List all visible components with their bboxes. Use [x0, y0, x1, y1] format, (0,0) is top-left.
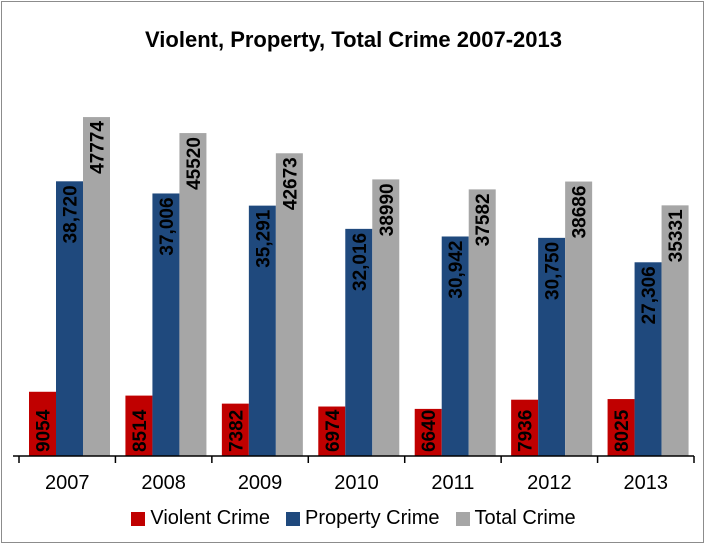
- data-label-property-crime-2013: 27,306: [639, 266, 660, 324]
- x-tick-label-2007: 2007: [45, 472, 90, 494]
- legend-label: Property Crime: [305, 507, 440, 529]
- bar-violent-crime-2007: [29, 391, 56, 456]
- data-label-total-crime-2009: 42673: [280, 157, 301, 210]
- bar-property-crime-2007: [56, 181, 83, 456]
- data-label-property-crime-2009: 35,291: [253, 209, 274, 268]
- data-label-total-crime-2012: 38686: [570, 186, 591, 239]
- data-label-violent-crime-2007: 9054: [34, 409, 55, 452]
- bar-violent-crime-2010: [318, 406, 346, 456]
- data-label-total-crime-2011: 37582: [473, 193, 494, 246]
- x-tick-label-2009: 2009: [238, 472, 283, 494]
- bar-violent-crime-2013: [607, 399, 635, 456]
- chart-title: Violent, Property, Total Crime 2007-2013: [145, 27, 562, 52]
- bar-total-crime-2009: [275, 153, 303, 456]
- bar-property-crime-2009: [248, 205, 276, 456]
- data-label-property-crime-2008: 37,006: [157, 197, 178, 255]
- bar-total-crime-2007: [83, 117, 110, 457]
- x-tick-label-2010: 2010: [334, 472, 379, 494]
- data-label-violent-crime-2013: 8025: [612, 409, 633, 452]
- data-label-total-crime-2010: 38990: [377, 183, 398, 236]
- bar-total-crime-2010: [372, 179, 400, 456]
- data-label-property-crime-2012: 30,750: [543, 242, 564, 300]
- bar-total-crime-2008: [179, 133, 207, 456]
- data-label-property-crime-2007: 38,720: [61, 185, 82, 243]
- legend-label: Total Crime: [474, 507, 576, 529]
- data-label-property-crime-2010: 32,016: [350, 233, 371, 291]
- data-label-violent-crime-2012: 7936: [516, 410, 537, 452]
- legend-swatch: [286, 511, 301, 526]
- legend: Violent Crime Property Crime Total Crime: [0, 507, 707, 530]
- legend-item-property-crime: Property Crime: [286, 507, 440, 530]
- bar-violent-crime-2011: [414, 408, 442, 456]
- legend-item-total-crime: Total Crime: [455, 507, 576, 530]
- data-label-violent-crime-2008: 8514: [130, 409, 151, 452]
- bar-property-crime-2013: [634, 262, 662, 456]
- bar-violent-crime-2008: [125, 395, 153, 456]
- data-label-violent-crime-2010: 6974: [323, 409, 344, 452]
- bar-total-crime-2013: [661, 205, 689, 456]
- bar-property-crime-2008: [152, 193, 180, 457]
- bar-property-crime-2010: [345, 228, 373, 456]
- data-label-total-crime-2008: 45520: [184, 137, 205, 190]
- bar-property-crime-2011: [441, 236, 469, 456]
- bar-violent-crime-2012: [511, 399, 539, 456]
- x-tick-label-2013: 2013: [624, 472, 669, 494]
- x-tick-label-2011: 2011: [431, 472, 474, 494]
- data-label-violent-crime-2009: 7382: [226, 410, 247, 452]
- x-tick-label-2008: 2008: [141, 472, 186, 494]
- legend-label: Violent Crime: [150, 507, 271, 529]
- data-label-total-crime-2007: 47774: [88, 121, 109, 174]
- data-label-total-crime-2013: 35331: [666, 209, 687, 262]
- legend-item-violent-crime: Violent Crime: [131, 507, 270, 530]
- data-label-property-crime-2011: 30,942: [446, 240, 467, 298]
- bar-total-crime-2012: [565, 181, 593, 456]
- bar-violent-crime-2009: [221, 403, 249, 456]
- x-tick-label-2012: 2012: [527, 472, 572, 494]
- legend-swatch: [455, 511, 470, 526]
- legend-swatch: [131, 511, 146, 526]
- data-label-violent-crime-2011: 6640: [419, 410, 440, 452]
- bar-property-crime-2012: [538, 237, 566, 456]
- bar-total-crime-2011: [468, 189, 496, 456]
